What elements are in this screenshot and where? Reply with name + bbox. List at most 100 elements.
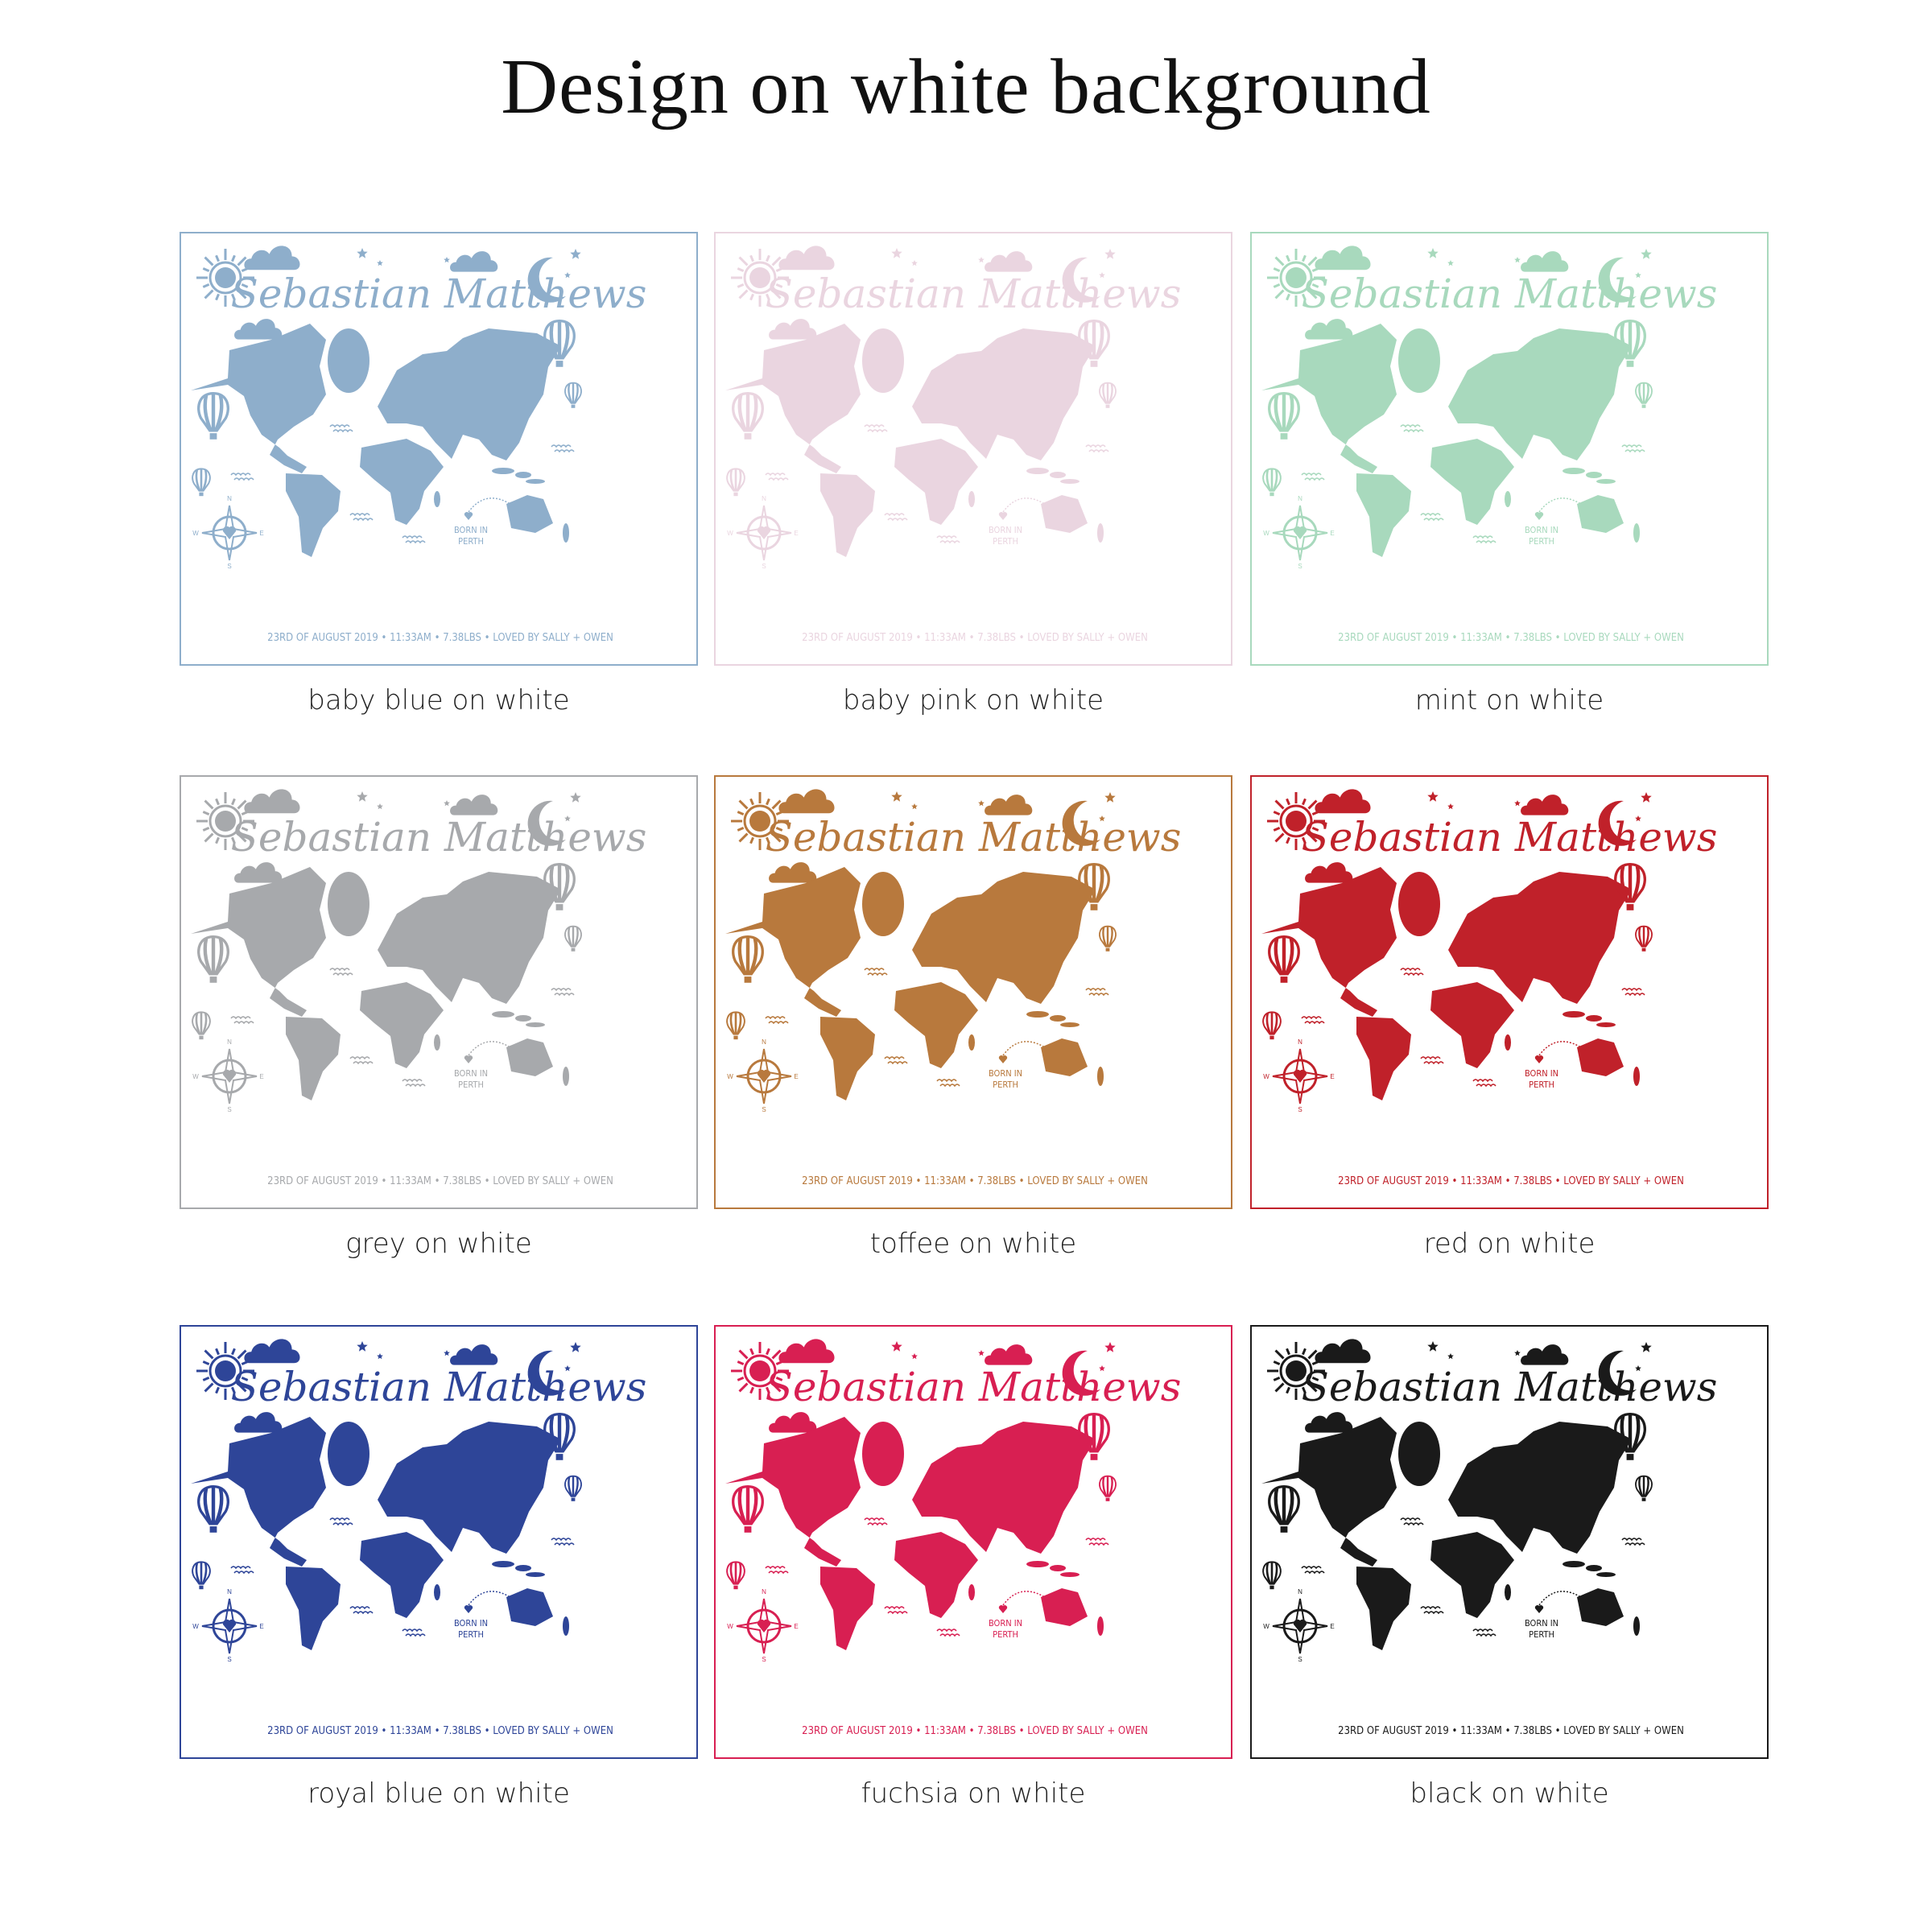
heart-icon [998,512,1008,520]
heart-icon [757,1069,771,1083]
cloud-icon [778,789,835,814]
cloud-icon [1315,1339,1371,1364]
compass-w: W [192,1073,199,1080]
design-preview-card[interactable]: Sebastian Matthews N E S W BORN IN PERTH 23RD O… [180,775,698,1209]
waves-icon [1420,1606,1444,1615]
born-in-text: BORN IN [454,1618,488,1629]
design-preview-card[interactable]: Sebastian Matthews N E S W BORN IN PERTH 23RD O… [180,1325,698,1759]
child-name: Sebastian Matthews [231,814,647,861]
compass-icon: N E S W [727,1588,798,1663]
design-preview-card[interactable]: Sebastian Matthews N E S W BORN IN PERTH 23RD O… [714,775,1232,1209]
hot-air-balloon-icon [1268,391,1300,440]
star-icon [1447,1353,1454,1360]
sun-icon [731,1342,789,1400]
cloud-icon [450,1344,498,1365]
waves-icon [864,968,888,976]
hot-air-balloon-icon [192,468,211,497]
star-icon [570,249,581,259]
hot-air-balloon-icon [564,925,582,952]
waves-icon [1085,1538,1109,1546]
star-icon [911,260,918,266]
sun-icon [1267,792,1325,850]
heart-icon [757,1619,771,1633]
footer-details: 23RD OF AUGUST 2019 • 11:33AM • 7.38LBS … [1338,1725,1684,1737]
footer-details: 23RD OF AUGUST 2019 • 11:33AM • 7.38LBS … [1338,1175,1684,1187]
waves-icon [349,1606,374,1615]
continent-eurasia [378,328,561,460]
cloud-icon [778,246,835,270]
continent-south-america [1356,473,1411,557]
moon-icon [1062,257,1100,303]
cloud-icon [1521,251,1569,272]
waves-icon [1621,1538,1645,1546]
continent-africa [1430,439,1514,525]
waves-icon [230,473,254,481]
hot-air-balloon-icon [1614,319,1646,367]
waves-icon [1085,444,1109,453]
variant-label: mint on white [1414,684,1604,716]
moon-icon [527,257,566,303]
compass-w: W [192,1623,199,1630]
hot-air-balloon-icon [1262,1561,1282,1590]
compass-w: W [1263,530,1269,537]
hot-air-balloon-icon [732,935,764,983]
waves-icon [1621,444,1645,453]
design-preview-card[interactable]: Sebastian Matthews N E S W BORN IN PERTH 23RD O… [714,1325,1232,1759]
continent-eurasia [912,872,1096,1004]
world-map [191,867,569,1100]
continent-australia [1577,1588,1624,1626]
waves-icon [765,473,789,481]
design-preview-card[interactable]: Sebastian Matthews N E S W BORN IN PERTH 23RD O… [1250,232,1769,666]
star-icon [891,1341,902,1352]
continent-australia [1577,1038,1624,1076]
footer-details: 23RD OF AUGUST 2019 • 11:33AM • 7.38LBS … [1338,632,1684,644]
star-icon [444,257,450,263]
compass-w: W [727,1623,733,1630]
star-icon [570,1342,581,1352]
cloud-icon [1521,1344,1569,1365]
compass-n: N [762,495,766,502]
born-place-text: PERTH [1529,1629,1554,1640]
continent-australia [1041,495,1088,533]
continent-greenland [862,872,904,936]
compass-e: E [794,1623,798,1630]
compass-n: N [227,1038,232,1046]
compass-icon: N E S W [727,1038,798,1113]
variant-label: royal blue on white [308,1777,570,1810]
design-preview-card[interactable]: Sebastian Matthews N E S W BORN IN PERTH 23RD O… [1250,775,1769,1209]
compass-w: W [1263,1073,1269,1080]
born-in-text: BORN IN [1525,525,1558,535]
star-icon [1514,1350,1521,1356]
design-preview-card[interactable]: Sebastian Matthews N E S W BORN IN PERTH 23RD O… [1250,1325,1769,1759]
born-in-text: BORN IN [454,1068,488,1079]
hot-air-balloon-icon [543,862,576,910]
continent-australia [506,1588,553,1626]
waves-icon [884,1056,908,1065]
child-name: Sebastian Matthews [231,270,647,317]
compass-icon: N E S W [192,1588,263,1663]
star-icon [978,1350,985,1356]
compass-icon: N E S W [192,1038,263,1113]
hot-air-balloon-icon [1268,1484,1300,1533]
born-place-text: PERTH [1529,536,1554,547]
continent-south-america [1356,1017,1411,1100]
design-preview-card[interactable]: Sebastian Matthews N E S W BORN IN PERTH 23RD O… [714,232,1232,666]
hot-air-balloon-icon [1078,319,1110,367]
hot-air-balloon-icon [1614,862,1646,910]
continent-africa [894,1532,978,1618]
child-name: Sebastian Matthews [766,270,1182,317]
child-name: Sebastian Matthews [1302,270,1718,317]
born-in-text: BORN IN [454,525,488,535]
waves-icon [551,1538,575,1546]
continent-africa [360,439,444,525]
sun-icon [731,249,789,307]
world-map [725,1417,1104,1650]
design-preview-card[interactable]: Sebastian Matthews N E S W BORN IN PERTH 23RD O… [180,232,698,666]
continent-australia [1577,495,1624,533]
